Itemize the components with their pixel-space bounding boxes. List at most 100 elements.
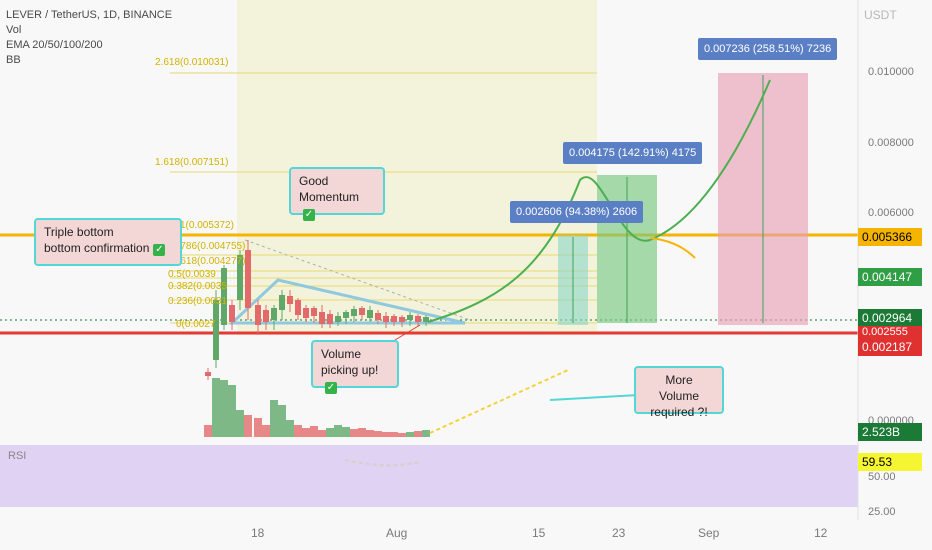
chart-legend: LEVER / TetherUS, 1D, BINANCE Vol EMA 20…	[6, 8, 172, 68]
candle-body	[303, 308, 309, 318]
candle-body	[271, 308, 277, 320]
target-label-3[interactable]: 0.007236 (258.51%) 7236	[698, 38, 838, 60]
triangle-upper	[244, 239, 471, 321]
target-label-2[interactable]: 0.004175 (142.91%) 4175	[563, 142, 703, 164]
note-triple-bottom[interactable]: Triple bottom bottom confirmation ✓	[34, 218, 182, 266]
candle-body	[415, 316, 421, 322]
candle-body	[263, 310, 269, 322]
volume-bar	[374, 431, 382, 437]
volume-bar	[212, 378, 220, 437]
volume-bar	[270, 400, 278, 437]
candle-body	[407, 315, 413, 320]
volume-bar	[398, 433, 406, 437]
bb-label[interactable]: BB	[6, 54, 21, 66]
check-icon: ✓	[153, 244, 166, 256]
price-tag-rsi: 59.53	[858, 453, 922, 471]
time-label-18: 18	[251, 526, 265, 540]
fib-label-0236: 0.236(0.0031	[168, 296, 227, 307]
note-more-volume[interactable]: More Volume required ?!	[634, 366, 724, 419]
note-good-momentum-line2-row: Momentum ✓	[299, 189, 375, 221]
volume-group	[204, 378, 430, 437]
volume-bar	[382, 432, 390, 437]
projection-path-alt	[649, 237, 696, 259]
volume-bar	[236, 410, 244, 437]
note-good-momentum-line1: Good	[299, 174, 329, 188]
note-triple-bottom-line1: Triple bottom	[44, 225, 114, 239]
fib-label-0618: 0.618(0.004277)	[172, 256, 246, 267]
triangle-pattern	[228, 278, 466, 325]
candle-body	[295, 300, 301, 315]
time-label-sep: Sep	[698, 526, 720, 540]
tick-0-008000: 0.008000	[868, 137, 914, 149]
volume-projection	[429, 369, 569, 434]
candle-body	[213, 300, 219, 360]
fib-label-0786: 0.786(0.004755)	[172, 241, 246, 252]
symbol-label[interactable]: LEVER / TetherUS, 1D, BINANCE	[6, 9, 173, 21]
note-more-volume-line1: More Volume	[658, 373, 700, 403]
fib-label-05: 0.5(0.0039	[168, 269, 216, 280]
ema-label[interactable]: EMA 20/50/100/200	[6, 39, 103, 51]
candle-body	[351, 309, 357, 316]
volume-bar	[244, 415, 252, 437]
vol-label[interactable]: Vol	[6, 24, 22, 36]
currency-label: USDT	[864, 8, 897, 22]
rsi-panel	[0, 445, 858, 507]
candle-body	[375, 313, 381, 320]
target-label-1[interactable]: 0.002606 (94.38%) 2606	[510, 201, 644, 223]
candle-body	[221, 268, 227, 325]
tick-0-010000: 0.010000	[868, 66, 914, 78]
fib-label-2618: 2.618(0.010031)	[155, 57, 229, 68]
volume-bar	[342, 427, 350, 437]
candle-body	[229, 305, 235, 322]
candle-body	[311, 308, 317, 316]
note-volume-line2-row: picking up! ✓	[321, 362, 389, 394]
candle-body	[335, 316, 341, 322]
candle-body	[367, 310, 373, 318]
volume-bar	[422, 430, 430, 437]
candle-body	[255, 305, 261, 325]
volume-bar	[302, 428, 310, 437]
note-volume-picking-up[interactable]: Volume picking up! ✓	[311, 340, 399, 394]
volume-bar	[334, 425, 342, 437]
fib-label-0: 0(0.0027	[176, 319, 216, 330]
volume-bar	[350, 429, 358, 437]
price-tag-2555: 0.002555	[858, 326, 922, 338]
fib-label-1618: 1.618(0.007151)	[155, 157, 229, 168]
callout-pointer	[549, 394, 639, 401]
volume-bar	[278, 405, 286, 437]
price-axis[interactable]: USDT 0.010000 0.008000 0.006000 0.000000…	[858, 0, 932, 520]
candle-body	[245, 250, 251, 308]
tick-25: 25.00	[868, 506, 896, 518]
candle-body	[391, 316, 397, 322]
time-label-23: 23	[612, 526, 626, 540]
candle-body	[279, 295, 285, 310]
volume-bar	[254, 418, 262, 437]
callout-pointer-2	[394, 324, 421, 341]
note-volume-line1: Volume	[321, 347, 362, 361]
volume-bar	[228, 385, 236, 437]
candle-body	[327, 314, 333, 324]
time-label-12: 12	[814, 526, 828, 540]
rsi-label: RSI	[8, 450, 27, 462]
fib-label-1: 1(0.005372)	[180, 220, 234, 231]
volume-bar	[286, 420, 294, 437]
volume-bar	[204, 425, 212, 437]
candle-body	[287, 296, 293, 304]
price-tag-current: 0.002964	[858, 309, 922, 327]
price-tag-volume: 2.523B	[858, 423, 922, 441]
volume-bar	[294, 425, 302, 437]
volume-bar	[220, 380, 228, 437]
note-good-momentum[interactable]: Good Momentum ✓	[289, 167, 385, 221]
price-tag-support: 0.002187	[858, 338, 922, 356]
tick-0-006000: 0.006000	[868, 207, 914, 219]
note-volume-line2: picking up!	[321, 363, 379, 377]
candle-body	[383, 316, 389, 322]
volume-bar	[390, 432, 398, 437]
note-more-volume-line2: required ?!	[650, 405, 708, 419]
volume-bar	[318, 430, 326, 437]
price-tag-resistance: 0.005366	[858, 228, 922, 246]
volume-bar	[358, 428, 366, 437]
check-icon: ✓	[325, 382, 337, 394]
check-icon: ✓	[303, 209, 315, 221]
